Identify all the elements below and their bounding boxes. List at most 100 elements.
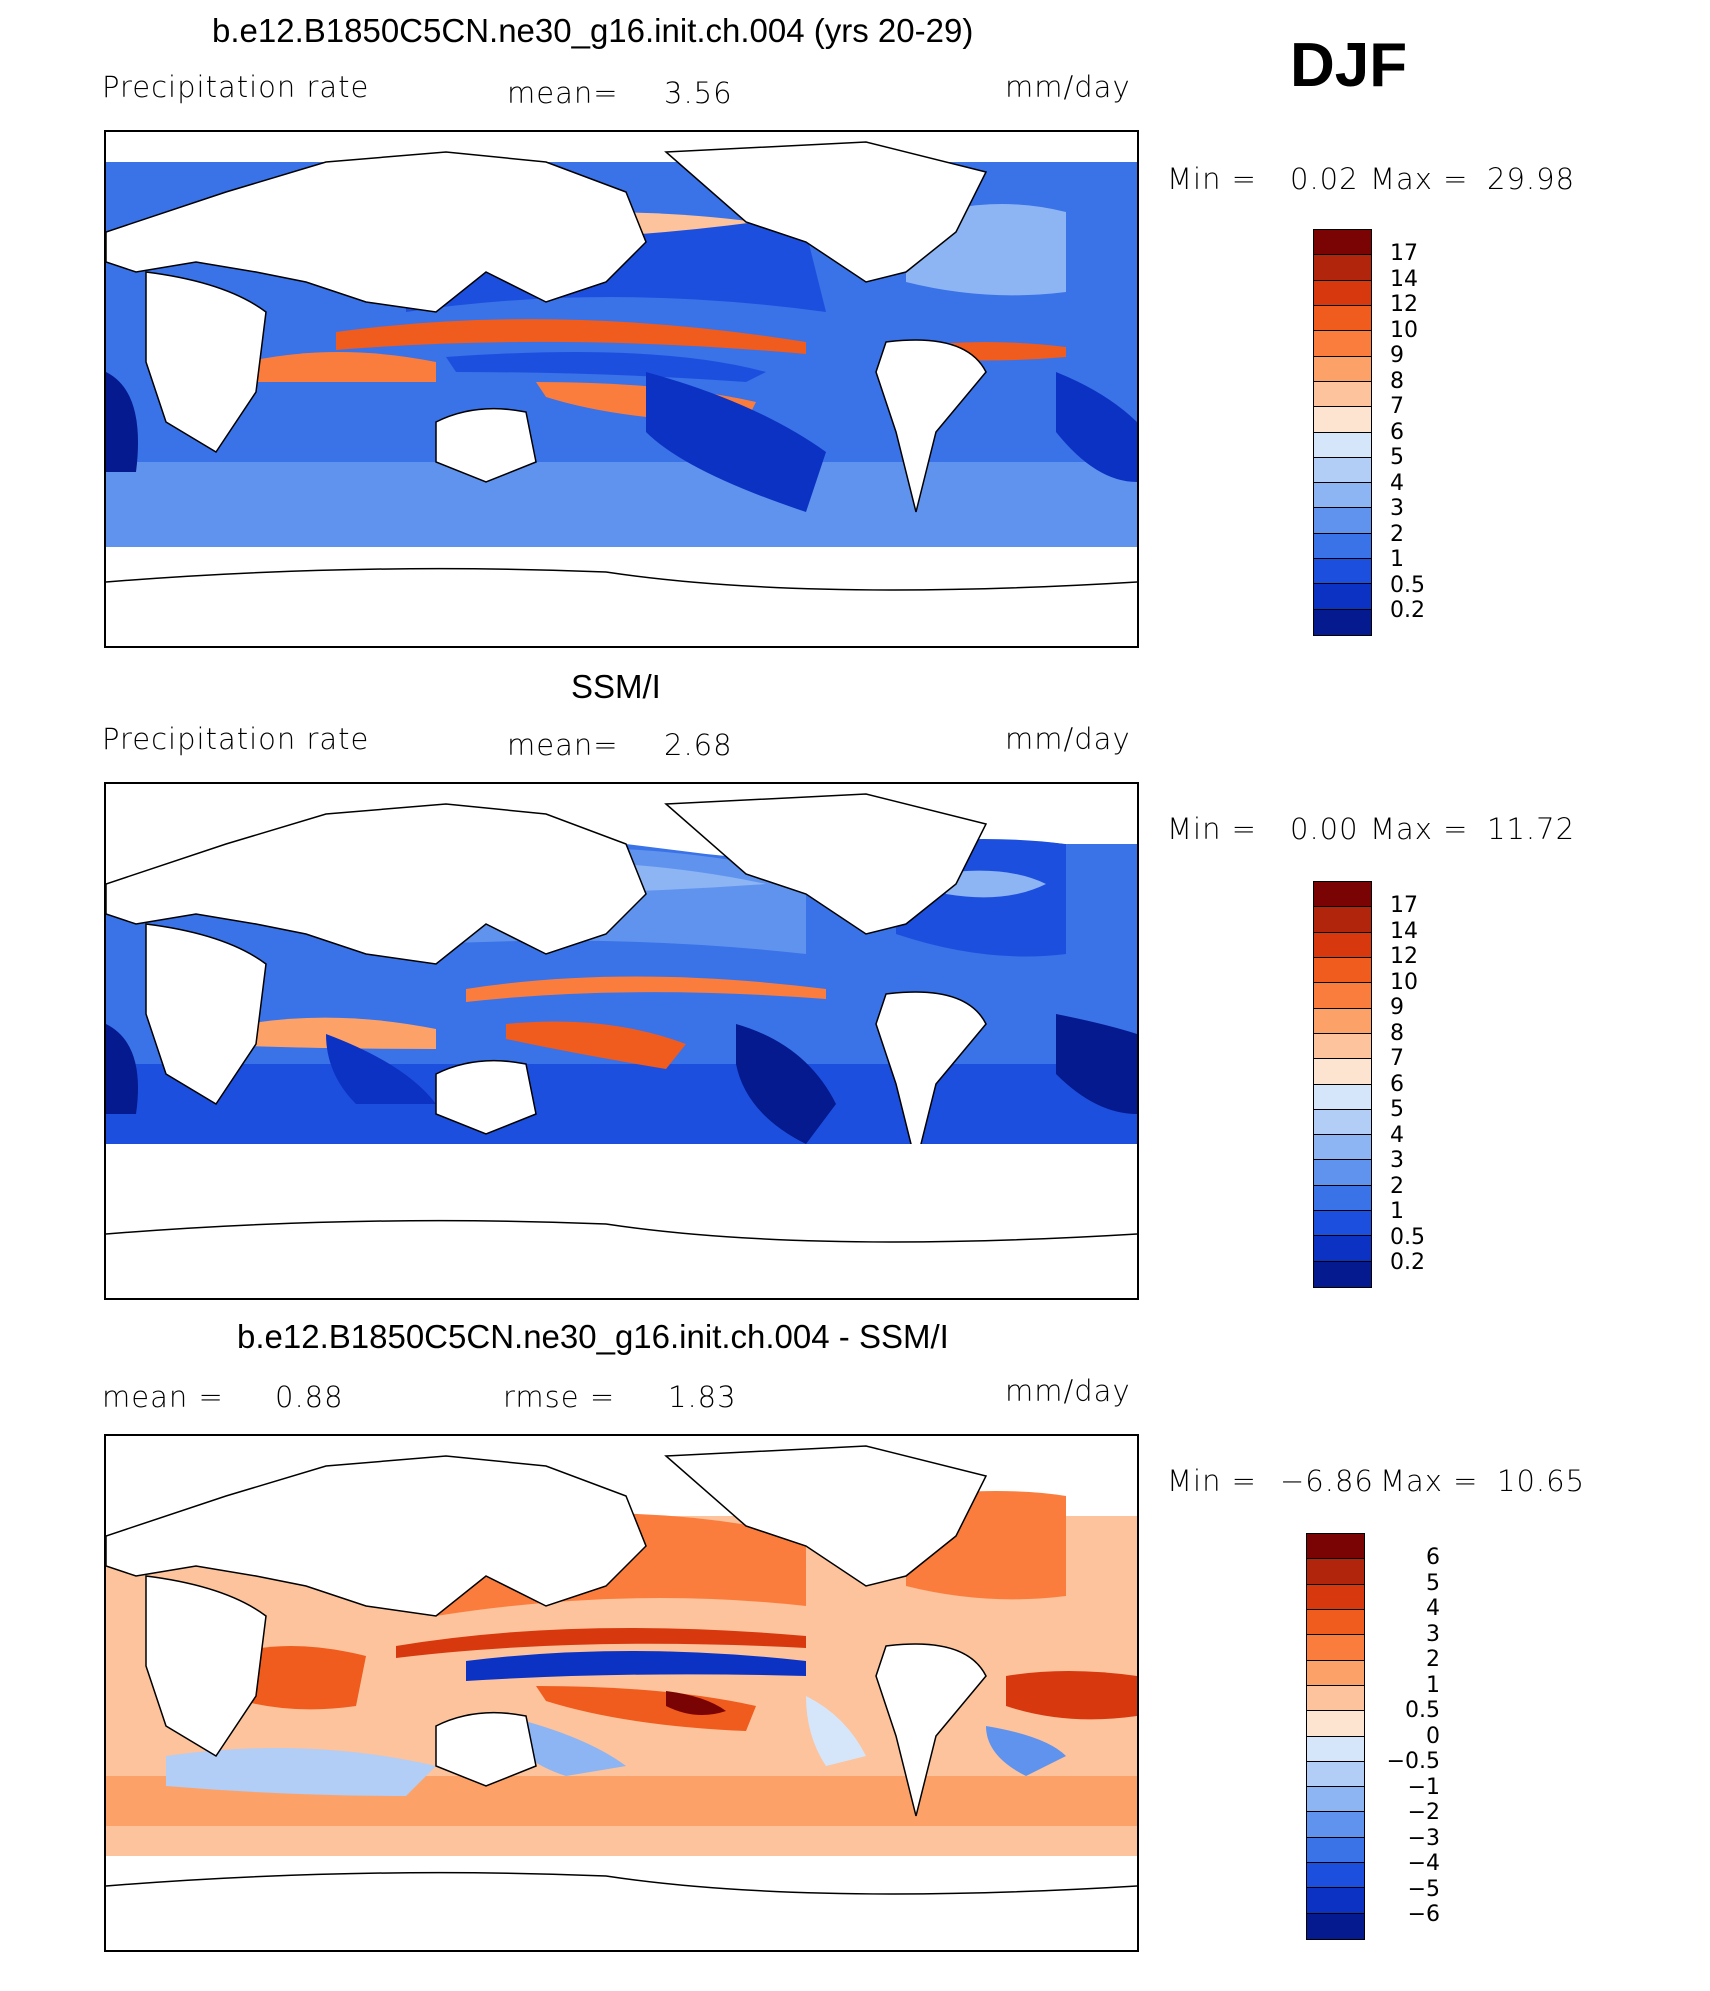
- colorbar-segment: [1314, 1185, 1371, 1212]
- panel3-min-value: −6.86: [1280, 1464, 1374, 1498]
- panel3-title: b.e12.B1850C5CN.ne30_g16.init.ch.004 - S…: [237, 1318, 949, 1355]
- colorbar-tick-label: 8: [1390, 1020, 1404, 1046]
- colorbar-tick-label: 0.5: [1405, 1698, 1440, 1723]
- colorbar-segment: [1307, 1559, 1364, 1585]
- colorbar-tick-label: 17: [1390, 241, 1418, 266]
- colorbar-segment: [1314, 1160, 1371, 1186]
- colorbar-tick-label: 7: [1390, 394, 1404, 419]
- panel1-colorbar: [1313, 229, 1372, 636]
- panel2-map: [104, 782, 1139, 1300]
- panel1-min-value: 0.02: [1290, 162, 1359, 196]
- colorbar-tick-label: −4: [1407, 1851, 1440, 1876]
- panel2-max-label: Max =: [1370, 812, 1469, 846]
- colorbar-tick-label: 1: [1390, 547, 1404, 572]
- colorbar-tick-label: 12: [1390, 944, 1418, 969]
- colorbar-tick-label: 8: [1390, 368, 1404, 394]
- colorbar-segment: [1307, 1863, 1364, 1889]
- colorbar-segment: [1314, 432, 1371, 458]
- colorbar-tick-label: 3: [1390, 496, 1404, 521]
- colorbar-segment: [1314, 983, 1371, 1009]
- colorbar-segment: [1307, 1736, 1364, 1762]
- colorbar-segment: [1314, 1084, 1371, 1110]
- colorbar-tick-label: 7: [1390, 1046, 1404, 1071]
- colorbar-segment: [1314, 957, 1371, 984]
- panel3-max-value: 10.65: [1497, 1464, 1586, 1498]
- colorbar-segment: [1314, 1211, 1371, 1237]
- panel1-max-value: 29.98: [1487, 162, 1576, 196]
- colorbar-segment: [1314, 483, 1371, 509]
- colorbar-segment: [1314, 331, 1371, 357]
- colorbar-tick-label: −2: [1407, 1800, 1440, 1825]
- panel2-mean-value: 2.68: [664, 728, 733, 762]
- colorbar-tick-label: 10: [1390, 317, 1418, 343]
- colorbar-segment: [1314, 882, 1371, 908]
- panel1-colorbar-labels: 17 14 12 10 9 8 7 6 5 4 3 2 1 0.5 0.2: [1390, 241, 1425, 624]
- panel2-colorbar-labels: 17 14 12 10 9 8 7 6 5 4 3 2 1 0.5 0.2: [1390, 893, 1425, 1276]
- colorbar-segment: [1314, 584, 1371, 610]
- colorbar-tick-label: −1: [1407, 1774, 1440, 1800]
- colorbar-segment: [1314, 1059, 1371, 1085]
- panel2-units: mm/day: [1005, 722, 1131, 756]
- colorbar-segment: [1307, 1534, 1364, 1560]
- panel1-max-label: Max =: [1370, 162, 1469, 196]
- panel3-map: [104, 1434, 1139, 1952]
- colorbar-tick-label: 5: [1426, 1570, 1440, 1596]
- panel2-variable-label: Precipitation rate: [102, 722, 370, 756]
- colorbar-segment: [1307, 1837, 1364, 1864]
- panel2-min-label: Min =: [1167, 812, 1257, 846]
- colorbar-tick-label: −0.5: [1386, 1749, 1440, 1774]
- colorbar-tick-label: 6: [1390, 419, 1404, 445]
- colorbar-tick-label: 4: [1390, 1122, 1404, 1148]
- colorbar-segment: [1314, 280, 1371, 306]
- panel1-mean-value: 3.56: [664, 76, 733, 110]
- colorbar-segment: [1307, 1812, 1364, 1838]
- colorbar-tick-label: 0: [1426, 1723, 1440, 1749]
- colorbar-tick-label: 14: [1390, 918, 1418, 944]
- colorbar-segment: [1307, 1609, 1364, 1636]
- colorbar-segment: [1307, 1761, 1364, 1788]
- colorbar-segment: [1307, 1888, 1364, 1914]
- colorbar-segment: [1314, 356, 1371, 382]
- colorbar-tick-label: 5: [1390, 1097, 1404, 1122]
- colorbar-segment: [1314, 508, 1371, 534]
- colorbar-tick-label: 10: [1390, 969, 1418, 995]
- panel3-rmse-label: rmse =: [503, 1380, 616, 1414]
- colorbar-tick-label: 0.2: [1390, 598, 1425, 623]
- colorbar-tick-label: 5: [1390, 445, 1404, 470]
- panel1-min-label: Min =: [1167, 162, 1257, 196]
- colorbar-tick-label: 4: [1426, 1596, 1440, 1621]
- colorbar-tick-label: −6: [1407, 1902, 1440, 1927]
- colorbar-tick-label: 1: [1426, 1672, 1440, 1698]
- panel3-mean-value: 0.88: [275, 1380, 344, 1414]
- colorbar-segment: [1314, 457, 1371, 484]
- colorbar-segment: [1314, 255, 1371, 281]
- colorbar-tick-label: 17: [1390, 893, 1418, 918]
- panel2-mean-label: mean=: [507, 728, 619, 762]
- colorbar-segment: [1314, 932, 1371, 958]
- colorbar-tick-label: 2: [1390, 1173, 1404, 1199]
- panel1-units: mm/day: [1005, 70, 1131, 104]
- colorbar-tick-label: 9: [1390, 343, 1404, 368]
- colorbar-segment: [1314, 1109, 1371, 1136]
- colorbar-segment: [1307, 1787, 1364, 1813]
- colorbar-tick-label: 0.2: [1390, 1250, 1425, 1275]
- panel1-map: [104, 130, 1139, 648]
- panel2-min-value: 0.00: [1290, 812, 1359, 846]
- colorbar-tick-label: 0.5: [1390, 572, 1425, 598]
- colorbar-segment: [1314, 230, 1371, 256]
- colorbar-tick-label: 6: [1390, 1071, 1404, 1097]
- colorbar-tick-label: 3: [1390, 1148, 1404, 1173]
- colorbar-segment: [1314, 559, 1371, 585]
- panel3-min-label: Min =: [1167, 1464, 1257, 1498]
- panel3-max-label: Max =: [1380, 1464, 1479, 1498]
- panel2-title: SSM/I: [571, 668, 661, 705]
- colorbar-tick-label: 1: [1390, 1199, 1404, 1224]
- colorbar-segment: [1314, 1261, 1371, 1287]
- colorbar-tick-label: 2: [1390, 521, 1404, 547]
- colorbar-segment: [1314, 1236, 1371, 1262]
- season-label: DJF: [1290, 31, 1408, 100]
- colorbar-segment: [1307, 1711, 1364, 1737]
- colorbar-segment: [1314, 609, 1371, 635]
- colorbar-segment: [1314, 305, 1371, 332]
- panel2-colorbar: [1313, 881, 1372, 1288]
